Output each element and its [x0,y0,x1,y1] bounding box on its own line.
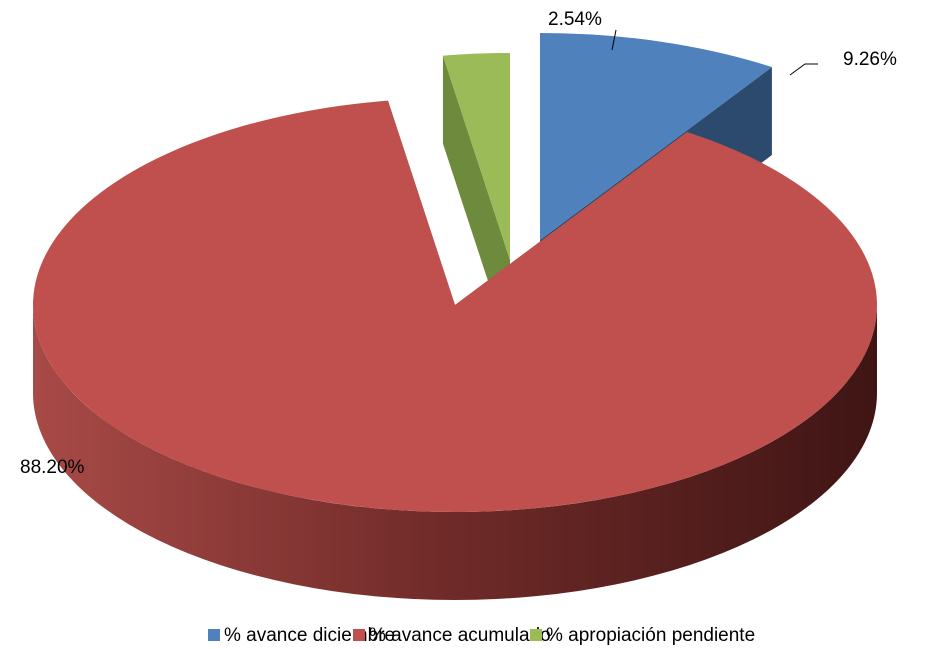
legend-swatch [208,629,220,641]
data-label: 2.54% [548,9,602,30]
leader-line [611,29,617,51]
slice-side [442,55,510,348]
leader-line [789,63,818,76]
legend-label: % avance acumulado [369,625,551,646]
legend-swatch [353,629,365,641]
legend-swatch [530,629,542,641]
slice [33,100,877,512]
data-label: 9.26% [843,49,897,70]
legend-label: % apropiación pendiente [546,625,755,646]
slice [540,33,772,240]
slice-rim [33,305,877,600]
slice [442,53,510,260]
data-label: 88.20% [20,457,85,478]
legend-label: % avance diciembre [224,625,395,646]
